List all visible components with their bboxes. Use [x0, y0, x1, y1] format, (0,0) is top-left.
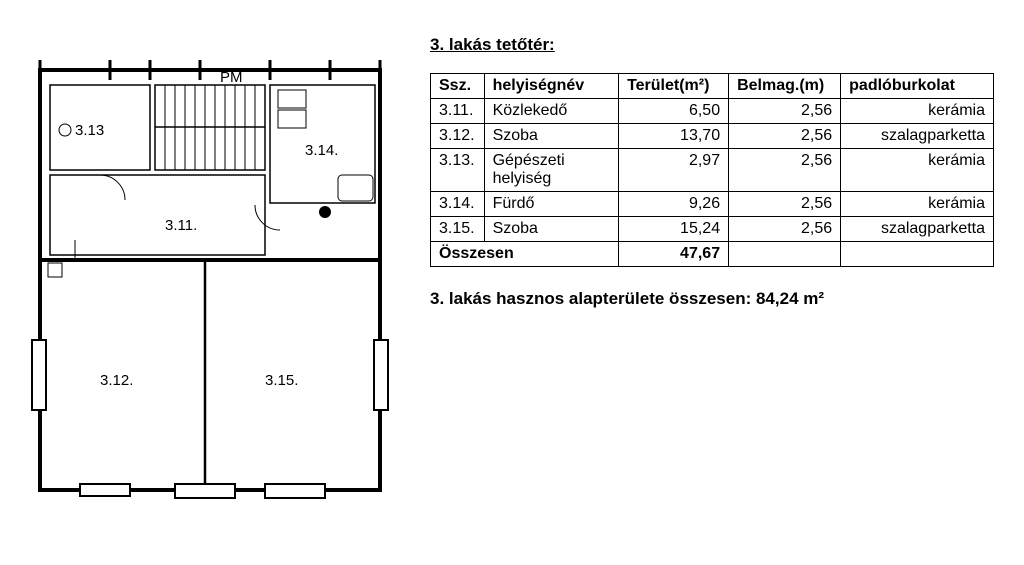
table-row: 3.12. Szoba 13,70 2,56 szalagparketta	[431, 124, 994, 149]
table-row: 3.14. Fürdő 9,26 2,56 kerámia	[431, 192, 994, 217]
table-row: 3.13. Gépészeti helyiség 2,97 2,56 kerám…	[431, 149, 994, 192]
table-total-row: Összesen 47,67	[431, 242, 994, 267]
svg-text:PM: PM	[220, 69, 243, 86]
floor-plan-panel: PM 3.13	[0, 0, 420, 565]
col-ssz: Ssz.	[431, 74, 485, 99]
col-name: helyiségnév	[484, 74, 618, 99]
page-container: PM 3.13	[0, 0, 1024, 565]
col-height: Belmag.(m)	[729, 74, 841, 99]
info-panel: 3. lakás tetőtér: Ssz. helyiségnév Terül…	[420, 0, 1024, 565]
col-floor: padlóburkolat	[841, 74, 994, 99]
plan-label-311: 3.11.	[165, 217, 197, 234]
floor-plan-svg: PM 3.13	[20, 30, 400, 510]
plan-label-314: 3.14.	[305, 142, 338, 159]
table-header-row: Ssz. helyiségnév Terület(m²) Belmag.(m) …	[431, 74, 994, 99]
summary-line: 3. lakás hasznos alapterülete összesen: …	[430, 289, 994, 309]
room-table: Ssz. helyiségnév Terület(m²) Belmag.(m) …	[430, 73, 994, 267]
plan-label-313: 3.13	[75, 122, 104, 139]
plan-label-312: 3.12.	[100, 372, 133, 389]
table-row: 3.11. Közlekedő 6,50 2,56 kerámia	[431, 99, 994, 124]
section-title: 3. lakás tetőtér:	[430, 35, 994, 55]
col-area: Terület(m²)	[619, 74, 729, 99]
table-row: 3.15. Szoba 15,24 2,56 szalagparketta	[431, 217, 994, 242]
plan-label-315: 3.15.	[265, 372, 298, 389]
